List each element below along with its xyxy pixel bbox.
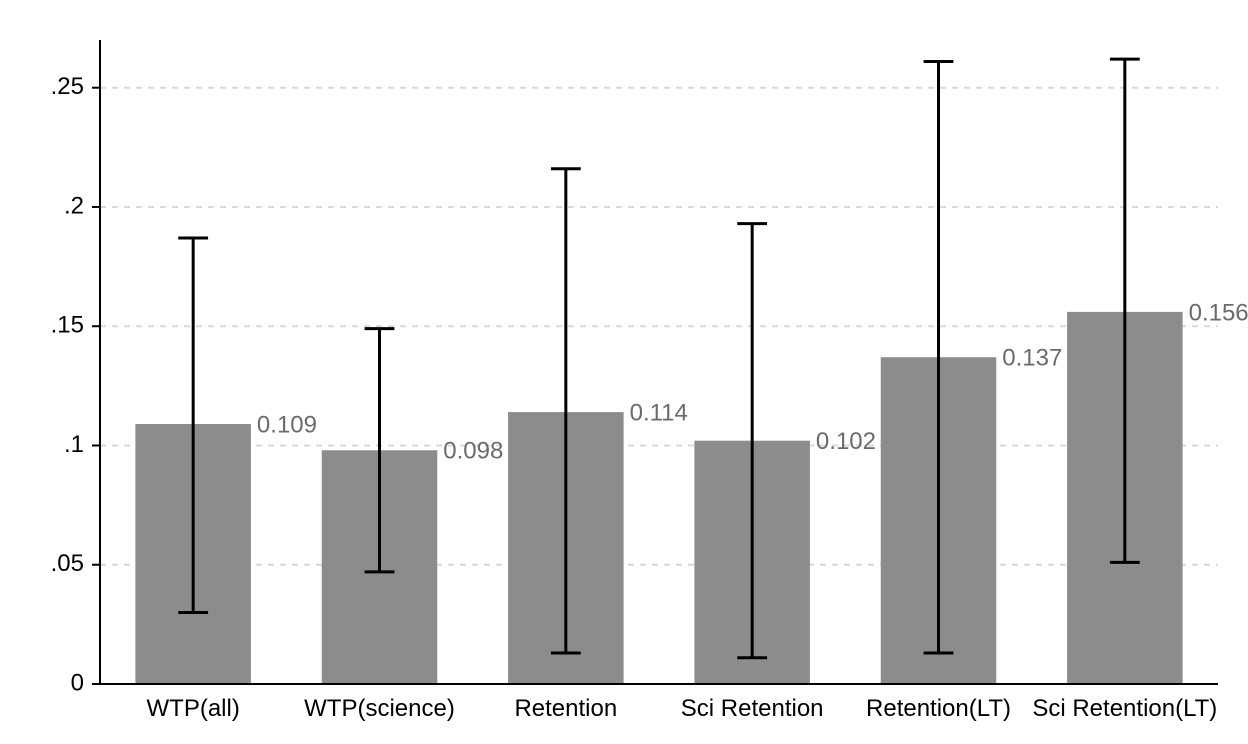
bar-value-label: 0.137 bbox=[1002, 345, 1062, 372]
y-tick-label: .1 bbox=[64, 431, 84, 458]
y-tick-label: .25 bbox=[51, 73, 84, 100]
category-label: Sci Retention(LT) bbox=[1032, 695, 1217, 722]
category-label: Retention(LT) bbox=[866, 695, 1011, 722]
y-tick-label: 0 bbox=[71, 669, 84, 696]
bar-value-label: 0.156 bbox=[1189, 299, 1248, 326]
category-label: WTP(all) bbox=[147, 695, 240, 722]
chart-svg: 0.109 0.098 0.114 0.102 0.137 0.156 0 .05 .1 .15.… bbox=[0, 0, 1248, 744]
category-label: Retention bbox=[514, 695, 617, 722]
bar-value-label: 0.098 bbox=[443, 438, 503, 465]
y-tick-label: .15 bbox=[51, 312, 84, 339]
bar-value-label: 0.109 bbox=[257, 411, 317, 438]
bar-chart: 0.109 0.098 0.114 0.102 0.137 0.156 0 .05 .1 .15.… bbox=[0, 0, 1248, 744]
bar-value-label: 0.102 bbox=[816, 428, 876, 455]
bar-value-label: 0.114 bbox=[630, 399, 688, 426]
y-tick-label: .05 bbox=[51, 550, 84, 577]
category-label: WTP(science) bbox=[304, 695, 455, 722]
category-label: Sci Retention bbox=[681, 695, 824, 722]
y-tick-label: .2 bbox=[64, 192, 84, 219]
